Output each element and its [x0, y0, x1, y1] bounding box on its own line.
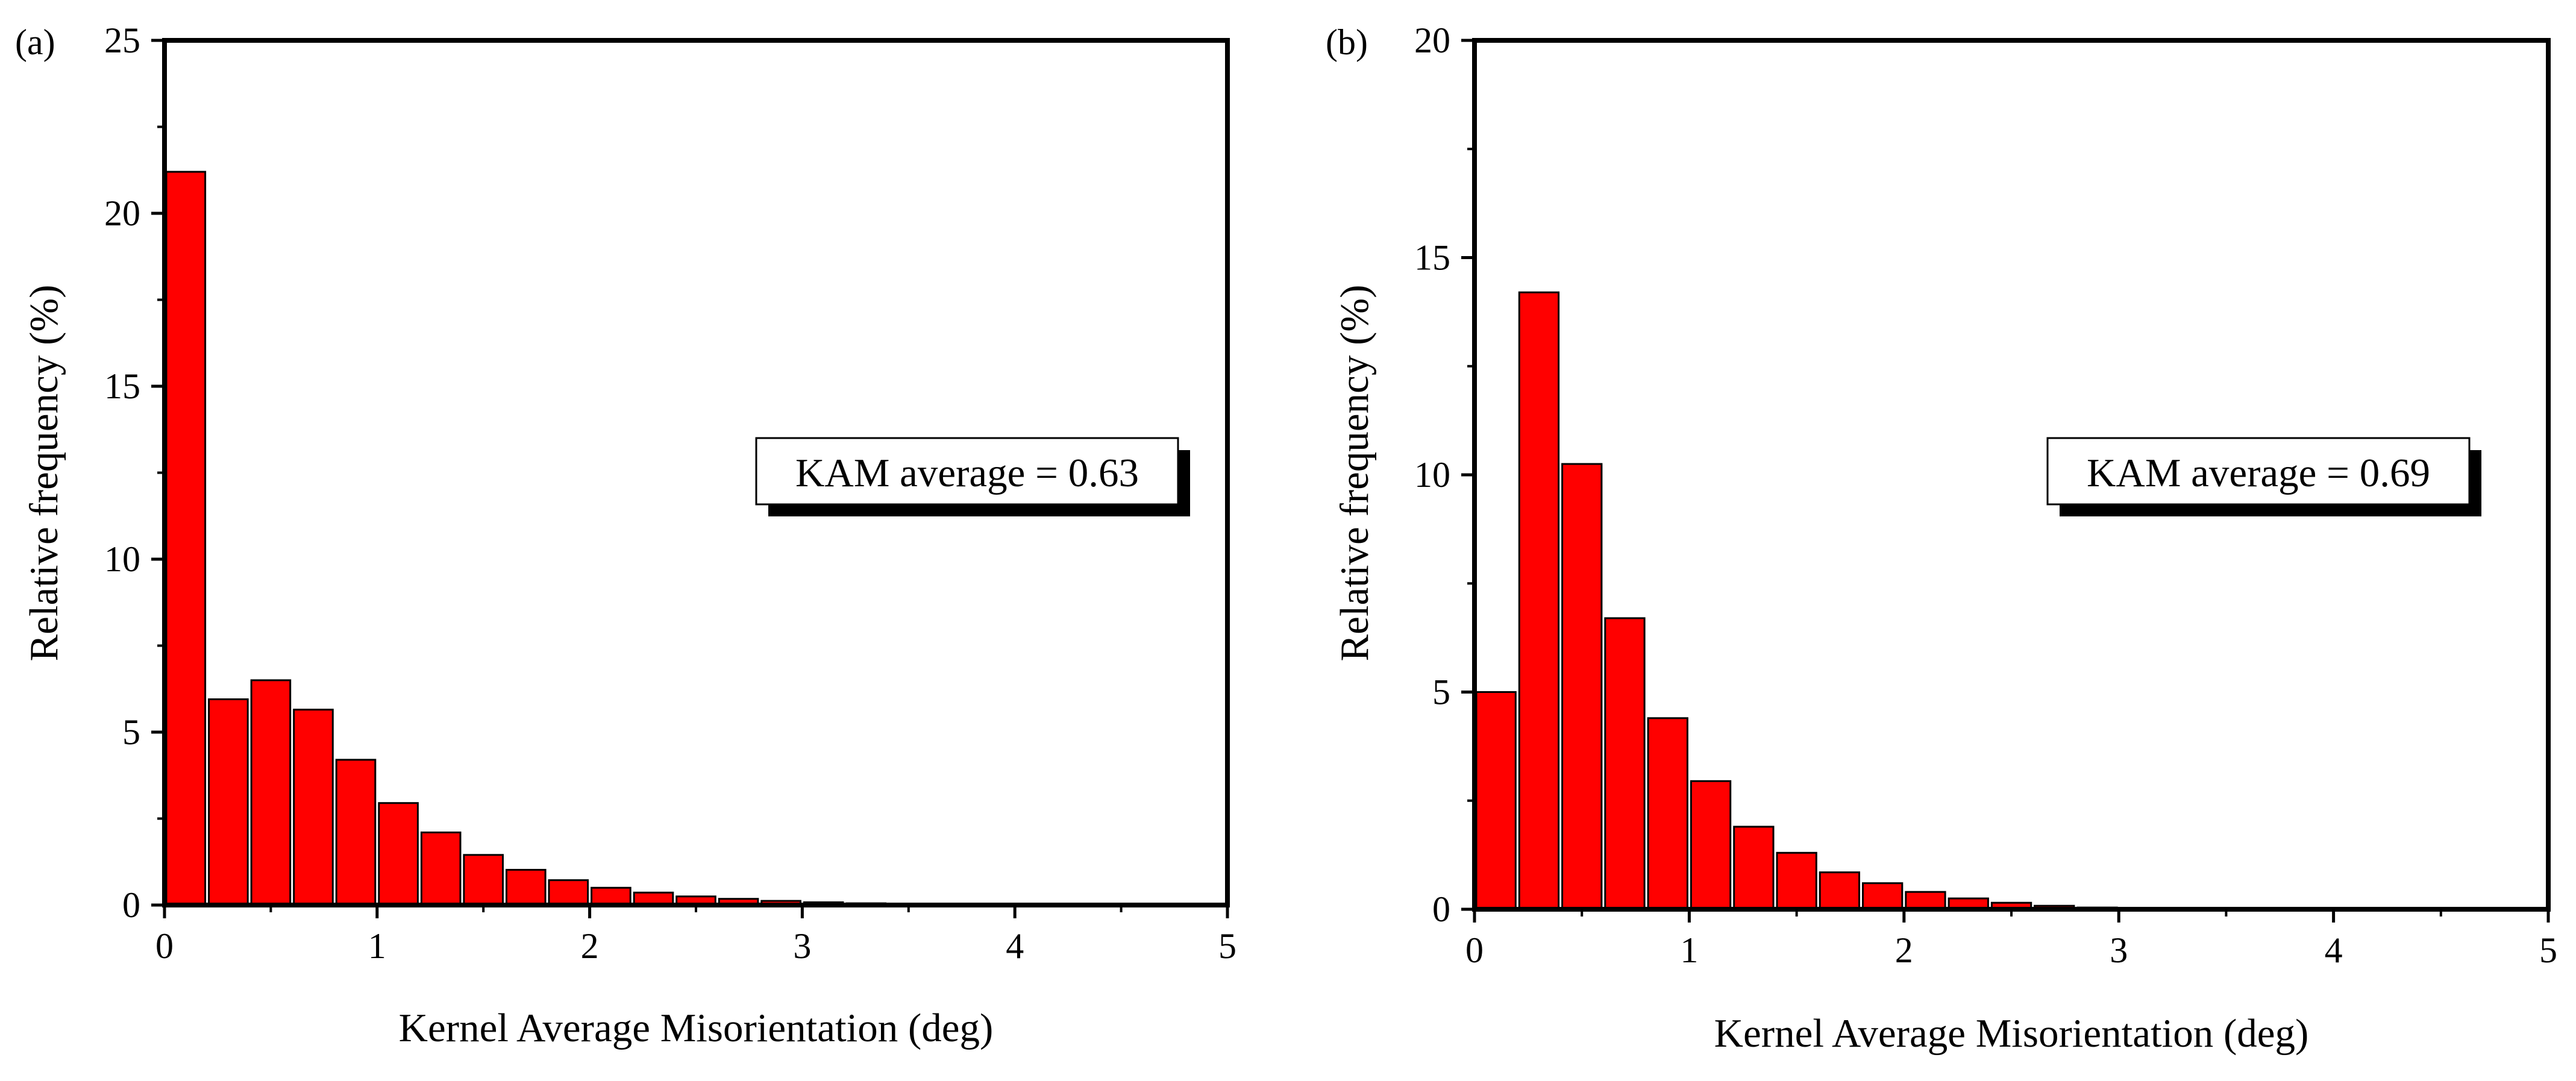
- y-tick-label-a-5: 25: [104, 20, 140, 60]
- bar-a-5: [378, 802, 419, 906]
- chart-panel-b: (b) 0 1 2 3 4 5 0 5 10 15 20 Relative frequency (%…: [1326, 20, 2557, 1056]
- y-tick-label-b-1: 5: [1432, 672, 1450, 712]
- y-tick-label-b-0: 0: [1432, 889, 1450, 929]
- y-tick-label-a-1: 5: [122, 712, 140, 752]
- annotation-text-b: KAM average = 0.69: [2087, 451, 2430, 495]
- x-tick-label-a-4: 4: [1006, 926, 1024, 966]
- y-tick-label-a-0: 0: [122, 885, 140, 925]
- bar-a-7: [463, 854, 504, 906]
- bar-b-9: [1862, 882, 1904, 910]
- x-tick-label-a-1: 1: [368, 926, 386, 966]
- y-axis-title-a: Relative frequency (%): [22, 284, 66, 661]
- x-tick-label-b-2: 2: [1895, 930, 1913, 970]
- x-tick-label-a-2: 2: [581, 926, 599, 966]
- bar-b-5: [1690, 780, 1732, 910]
- bar-a-10: [591, 886, 631, 906]
- bar-b-3: [1604, 617, 1646, 910]
- ticks-b: 0 1 2 3 4 5 0 5 10 15 20: [1414, 20, 2557, 970]
- bar-b-10: [1905, 891, 1946, 910]
- annotation-text-a: KAM average = 0.63: [795, 451, 1139, 495]
- bar-b-4: [1647, 717, 1688, 910]
- x-axis-title-b: Kernel Average Misorientation (deg): [1714, 1011, 2309, 1056]
- bar-a-8: [506, 869, 547, 906]
- x-tick-label-b-4: 4: [2325, 930, 2343, 970]
- panel-label-b: (b): [1326, 22, 1368, 62]
- bar-a-0: [165, 171, 207, 906]
- bar-b-7: [1776, 851, 1817, 910]
- bar-b-0: [1475, 691, 1517, 910]
- annotation-box-b: KAM average = 0.69: [2046, 437, 2481, 516]
- bar-b-6: [1733, 826, 1775, 910]
- bar-b-1: [1518, 291, 1560, 910]
- y-tick-label-a-4: 20: [104, 193, 140, 233]
- bar-b-2: [1561, 463, 1603, 910]
- ticks-a: 0 1 2 3 4 5 0 5 10 15 20 25: [104, 20, 1236, 966]
- x-tick-label-b-5: 5: [2539, 930, 2557, 970]
- bars-a: [165, 171, 1099, 906]
- annotation-frame-a: [755, 437, 1179, 506]
- bar-a-6: [420, 832, 462, 906]
- bar-a-1: [208, 698, 249, 906]
- x-tick-label-a-3: 3: [793, 926, 811, 966]
- annotation-box-a: KAM average = 0.63: [755, 437, 1190, 516]
- y-axis-title-b: Relative frequency (%): [1332, 284, 1377, 661]
- y-tick-label-a-3: 15: [104, 366, 140, 406]
- y-tick-label-a-2: 10: [104, 539, 140, 579]
- y-tick-label-b-4: 20: [1414, 20, 1450, 60]
- x-axis-title-a: Kernel Average Misorientation (deg): [399, 1006, 994, 1050]
- x-tick-label-b-1: 1: [1680, 930, 1698, 970]
- annotation-frame-b: [2046, 437, 2471, 506]
- y-tick-label-b-2: 10: [1414, 455, 1450, 495]
- bars-b: [1475, 291, 2247, 910]
- bar-a-4: [335, 759, 377, 906]
- y-tick-label-b-3: 15: [1414, 238, 1450, 278]
- x-tick-label-a-0: 0: [155, 926, 174, 966]
- chart-panel-a: (a) 0 1 2 3 4 5 0 5 10 15 20 25 Relative frequency …: [15, 20, 1236, 1050]
- bar-b-8: [1819, 871, 1860, 910]
- x-tick-label-b-0: 0: [1465, 930, 1484, 970]
- bar-a-3: [293, 709, 334, 906]
- panel-label-a: (a): [15, 22, 55, 62]
- bar-a-9: [548, 879, 589, 906]
- x-tick-label-b-3: 3: [2110, 930, 2128, 970]
- x-tick-label-a-5: 5: [1218, 926, 1236, 966]
- bar-a-2: [250, 679, 292, 906]
